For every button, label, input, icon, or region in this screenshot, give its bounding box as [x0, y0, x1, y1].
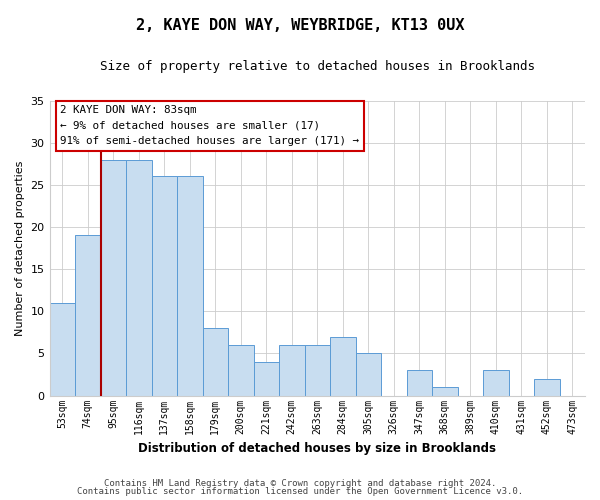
- Bar: [407, 370, 432, 396]
- Bar: [203, 328, 228, 396]
- Text: Contains public sector information licensed under the Open Government Licence v3: Contains public sector information licen…: [77, 487, 523, 496]
- Y-axis label: Number of detached properties: Number of detached properties: [15, 160, 25, 336]
- Bar: [152, 176, 177, 396]
- Bar: [75, 236, 101, 396]
- Bar: [126, 160, 152, 396]
- Bar: [305, 345, 330, 396]
- Bar: [432, 387, 458, 396]
- Bar: [483, 370, 509, 396]
- Bar: [330, 336, 356, 396]
- X-axis label: Distribution of detached houses by size in Brooklands: Distribution of detached houses by size …: [138, 442, 496, 455]
- Title: Size of property relative to detached houses in Brooklands: Size of property relative to detached ho…: [100, 60, 535, 73]
- Bar: [356, 354, 381, 396]
- Text: 2 KAYE DON WAY: 83sqm
← 9% of detached houses are smaller (17)
91% of semi-detac: 2 KAYE DON WAY: 83sqm ← 9% of detached h…: [60, 105, 359, 146]
- Bar: [228, 345, 254, 396]
- Bar: [50, 303, 75, 396]
- Text: Contains HM Land Registry data © Crown copyright and database right 2024.: Contains HM Land Registry data © Crown c…: [104, 478, 496, 488]
- Bar: [534, 379, 560, 396]
- Bar: [254, 362, 279, 396]
- Bar: [101, 160, 126, 396]
- Bar: [177, 176, 203, 396]
- Text: 2, KAYE DON WAY, WEYBRIDGE, KT13 0UX: 2, KAYE DON WAY, WEYBRIDGE, KT13 0UX: [136, 18, 464, 32]
- Bar: [279, 345, 305, 396]
